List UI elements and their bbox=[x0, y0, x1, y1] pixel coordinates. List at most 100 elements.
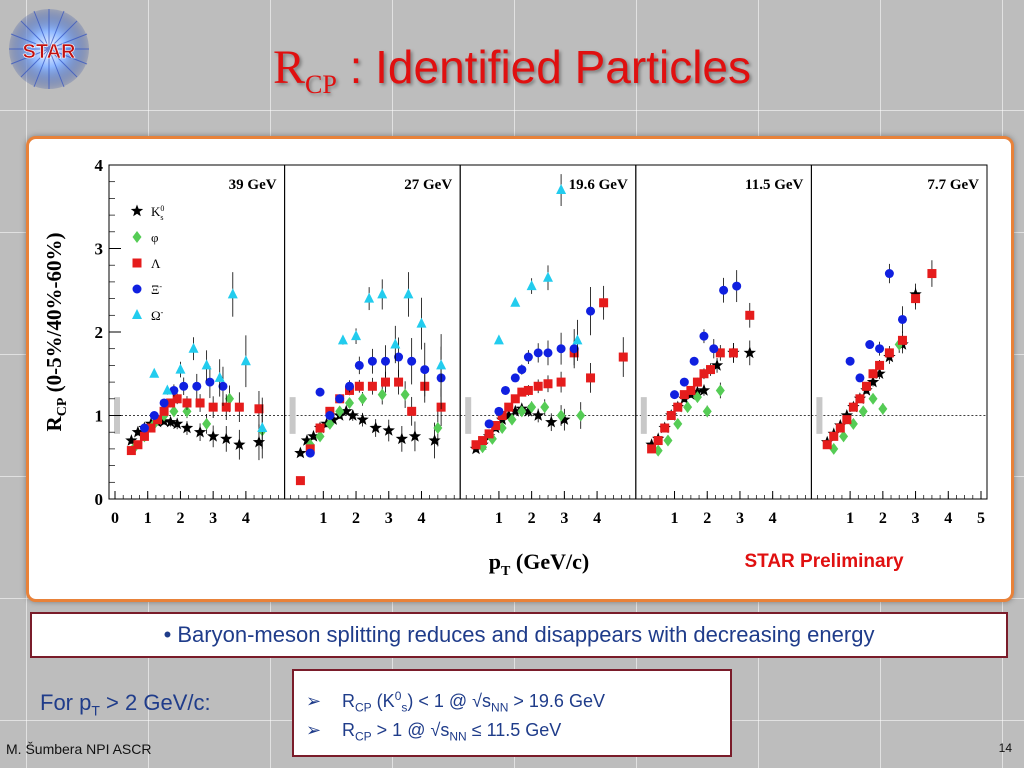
data-point-lambda bbox=[653, 436, 663, 446]
data-point-xi bbox=[305, 448, 315, 458]
data-point-lambda bbox=[208, 402, 218, 412]
data-point-lambda bbox=[510, 394, 520, 404]
data-point-omega bbox=[201, 359, 212, 370]
data-point-lambda bbox=[673, 402, 683, 412]
data-point-lambda bbox=[254, 404, 264, 414]
data-point-lambda bbox=[897, 335, 907, 345]
data-point-xi bbox=[897, 314, 907, 324]
legend-label-xi: Ξ- bbox=[151, 282, 162, 297]
star-preliminary-label: STAR Preliminary bbox=[744, 551, 904, 572]
data-point-phi bbox=[433, 422, 443, 435]
data-point-phi bbox=[344, 396, 354, 409]
data-point-xi bbox=[679, 377, 689, 387]
data-point-lambda bbox=[868, 369, 878, 379]
data-point-xi bbox=[855, 373, 865, 383]
data-point-omega bbox=[188, 342, 199, 353]
data-point-xi bbox=[510, 373, 520, 383]
data-point-lambda bbox=[679, 390, 689, 400]
data-point-phi bbox=[858, 405, 868, 418]
data-point-omega bbox=[403, 288, 414, 299]
note1-r-sub: CP bbox=[355, 700, 372, 715]
note1-rest2: > 19.6 GeV bbox=[508, 691, 605, 711]
data-point-xi bbox=[709, 344, 719, 354]
data-point-k0s bbox=[327, 413, 340, 425]
data-point-lambda bbox=[166, 398, 176, 408]
data-point-phi bbox=[702, 405, 712, 418]
data-point-xi bbox=[325, 411, 335, 420]
conclusion-line-2: ➢ RCP > 1 @ √sNN ≤ 11.5 GeV bbox=[306, 713, 718, 747]
data-point-lambda bbox=[822, 440, 832, 450]
data-point-lambda bbox=[586, 373, 596, 383]
note2-nn: NN bbox=[449, 729, 467, 744]
norm-uncertainty-band bbox=[640, 397, 647, 434]
data-point-lambda bbox=[911, 294, 921, 304]
data-point-k0s bbox=[743, 346, 756, 359]
x-tick-label: 1 bbox=[495, 510, 503, 527]
x-tick-label: 2 bbox=[703, 510, 711, 527]
data-point-k0s bbox=[545, 415, 558, 428]
data-point-omega bbox=[162, 384, 173, 395]
page-number: 14 bbox=[998, 741, 1012, 755]
arrow-bullet-icon: ➢ bbox=[306, 720, 322, 740]
data-point-xi bbox=[569, 344, 579, 354]
x-tick-label: 2 bbox=[176, 510, 184, 527]
data-point-lambda bbox=[380, 377, 390, 387]
y-axis-label: RCP (0-5%/40%-60%) bbox=[42, 233, 70, 432]
note1-rest1: ) < 1 @ √s bbox=[407, 691, 492, 711]
data-point-lambda bbox=[842, 415, 852, 425]
data-point-omega bbox=[364, 292, 375, 303]
panel-frame bbox=[635, 164, 812, 500]
data-point-k0s bbox=[346, 409, 359, 421]
data-point-k0s bbox=[207, 429, 220, 442]
data-point-phi bbox=[663, 434, 673, 447]
data-point-k0s bbox=[164, 415, 177, 428]
data-point-lambda bbox=[182, 398, 192, 408]
x-tick-label: 3 bbox=[912, 510, 920, 527]
x-tick-label: 4 bbox=[944, 510, 952, 527]
data-point-lambda bbox=[647, 444, 657, 454]
data-point-k0s bbox=[697, 383, 711, 396]
data-point-lambda bbox=[471, 440, 481, 450]
data-point-k0s bbox=[369, 421, 382, 434]
data-point-lambda bbox=[884, 348, 894, 358]
data-point-omega bbox=[149, 367, 160, 378]
svg-text:STAR: STAR bbox=[23, 41, 77, 63]
data-point-xi bbox=[543, 348, 553, 358]
data-point-phi bbox=[169, 405, 179, 418]
data-point-xi bbox=[732, 281, 742, 291]
data-point-k0s bbox=[294, 446, 307, 459]
legend-label-lambda: Λ bbox=[151, 256, 161, 271]
data-point-omega bbox=[543, 271, 553, 282]
data-point-omega bbox=[390, 338, 401, 349]
data-point-lambda bbox=[478, 436, 488, 446]
x-tick-label: 3 bbox=[560, 510, 568, 527]
data-point-lambda bbox=[354, 381, 364, 391]
data-point-lambda bbox=[556, 377, 566, 387]
panel-frame bbox=[459, 164, 637, 500]
for-pt-label: For pT > 2 GeV/c: bbox=[40, 690, 211, 718]
data-point-phi bbox=[878, 402, 888, 415]
data-point-xi bbox=[394, 352, 404, 362]
data-point-lambda bbox=[407, 406, 417, 416]
data-point-k0s bbox=[395, 432, 408, 445]
data-point-lambda bbox=[666, 411, 676, 420]
data-point-k0s bbox=[645, 438, 658, 450]
data-point-omega bbox=[214, 371, 225, 382]
data-point-xi bbox=[670, 390, 680, 400]
note2-r-sub: CP bbox=[355, 729, 372, 744]
data-point-k0s bbox=[300, 434, 314, 446]
y-tick-label: 0 bbox=[95, 490, 104, 509]
data-point-xi bbox=[159, 398, 169, 408]
data-point-xi bbox=[556, 344, 566, 354]
title-cp: CP bbox=[305, 70, 337, 100]
data-point-k0s bbox=[710, 358, 724, 371]
data-point-k0s bbox=[131, 425, 145, 438]
data-point-lambda bbox=[927, 269, 937, 279]
y-tick-label: 2 bbox=[95, 323, 104, 342]
data-point-xi bbox=[719, 285, 729, 295]
data-point-omega bbox=[175, 363, 186, 374]
data-point-k0s bbox=[522, 404, 535, 417]
data-point-k0s bbox=[340, 404, 353, 417]
data-point-xi bbox=[517, 365, 527, 375]
data-point-lambda bbox=[139, 431, 149, 441]
